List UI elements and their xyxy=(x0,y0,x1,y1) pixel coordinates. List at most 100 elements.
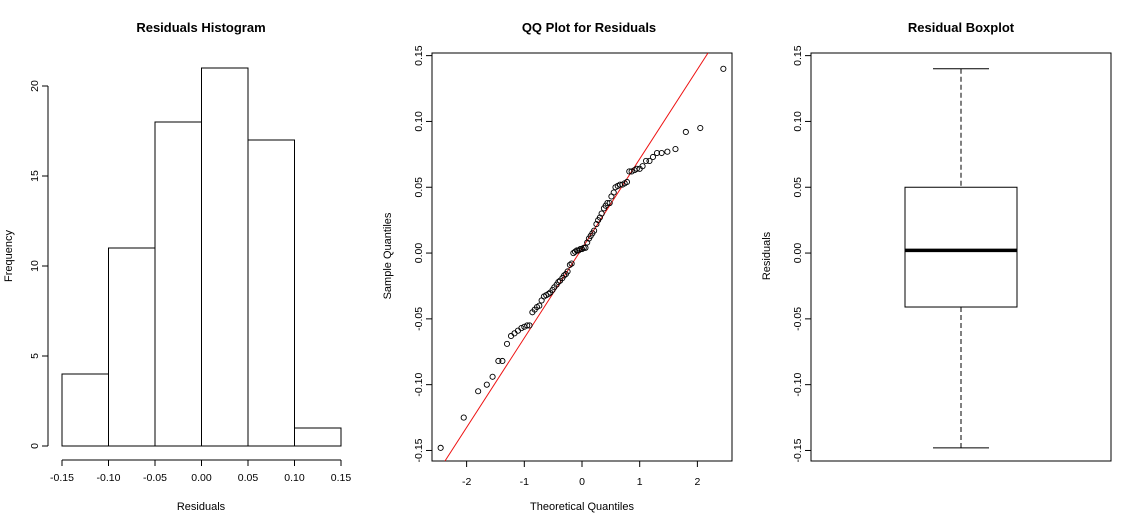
histogram-y-tick-label: 0 xyxy=(29,443,41,449)
qq-point xyxy=(572,248,579,255)
boxplot-panel: Residual Boxplot -0.15 -0.10 -0.05 0.00 0.05… xyxy=(761,20,1112,462)
qq-point xyxy=(604,199,611,207)
qq-point xyxy=(697,124,704,132)
qq-point xyxy=(507,332,515,340)
qq-point xyxy=(503,340,511,347)
qq-x-tick-label: 2 xyxy=(694,476,700,488)
boxplot-y-tick-label: 0.10 xyxy=(792,111,804,132)
boxplot-y-axis: -0.15 -0.10 -0.05 0.00 0.05 0.10 0.15 xyxy=(792,45,812,462)
qq-point xyxy=(642,157,650,164)
qq-point xyxy=(566,261,573,268)
histogram-x-axis: -0.15 -0.10 -0.05 0.00 0.05 0.10 0.15 xyxy=(50,459,352,484)
histogram-x-tick-label: 0.10 xyxy=(284,472,305,484)
qq-y-tick-label: 0.00 xyxy=(413,243,425,264)
qq-point xyxy=(526,322,533,329)
histogram-bar xyxy=(294,427,342,447)
boxplot-y-tick-label: -0.15 xyxy=(792,438,804,462)
qq-y-tick-label: 0.15 xyxy=(413,45,425,66)
qq-reference-line xyxy=(444,52,709,462)
qq-point xyxy=(720,65,727,72)
qq-y-tick-label: -0.15 xyxy=(413,438,425,462)
qq-point xyxy=(653,149,661,157)
histogram-x-tick-label: 0.15 xyxy=(331,472,352,484)
histogram-y-tick-label: 15 xyxy=(29,170,41,182)
histogram-bar xyxy=(108,247,156,447)
histogram-x-tick-label: -0.10 xyxy=(97,472,121,484)
histogram-x-tick-label: 0.05 xyxy=(238,472,259,484)
qq-y-tick-label: 0.05 xyxy=(413,177,425,198)
qq-point xyxy=(578,246,586,253)
histogram-y-tick-label: 20 xyxy=(29,80,41,92)
qq-point xyxy=(524,322,531,329)
boxplot-y-tick-label: 0.05 xyxy=(792,177,804,198)
boxplot-y-tick-label: -0.05 xyxy=(792,307,804,331)
qq-plot-title: QQ Plot for Residuals xyxy=(522,20,656,35)
qq-plot-x-label: Theoretical Quantiles xyxy=(530,501,634,513)
qq-point xyxy=(623,178,631,186)
qq-point xyxy=(575,247,582,254)
qq-point xyxy=(489,373,496,380)
qq-point xyxy=(584,239,591,246)
qq-point xyxy=(561,272,568,279)
qq-point xyxy=(564,268,571,275)
qq-plot-y-axis: -0.15 -0.10 -0.05 0.00 0.05 0.10 0.15 xyxy=(413,45,433,462)
qq-point xyxy=(499,357,506,365)
qq-x-tick-label: 1 xyxy=(637,476,643,488)
qq-x-tick-label: -1 xyxy=(520,476,529,488)
qq-points xyxy=(437,65,727,451)
histogram-bar xyxy=(154,121,202,447)
qq-point xyxy=(598,210,605,217)
qq-point xyxy=(460,414,467,421)
qq-point xyxy=(580,244,587,251)
qq-plot-y-label: Sample Quantiles xyxy=(382,212,394,299)
boxplot-y-tick-label: 0.15 xyxy=(792,45,804,66)
qq-point xyxy=(606,199,613,207)
qq-point xyxy=(555,278,562,286)
qq-point xyxy=(658,149,665,157)
qq-point xyxy=(545,290,552,297)
qq-plot-panel: QQ Plot for Residuals -2 -1 0 1 2 -0.15 -0.10… xyxy=(382,20,733,513)
histogram-y-tick-label: 10 xyxy=(29,260,41,272)
qq-y-tick-label: -0.05 xyxy=(413,307,425,331)
histogram-x-tick-label: 0.00 xyxy=(191,472,212,484)
histogram-x-tick-label: -0.15 xyxy=(50,472,74,484)
qq-point xyxy=(591,227,598,234)
boxplot-y-tick-label: 0.00 xyxy=(792,243,804,264)
qq-point xyxy=(495,357,502,365)
qq-point xyxy=(518,325,525,332)
histogram-bar xyxy=(247,139,295,447)
qq-point xyxy=(596,214,603,221)
histogram-x-label: Residuals xyxy=(177,501,226,513)
qq-reference-line-group xyxy=(444,52,709,462)
qq-point xyxy=(664,148,671,155)
histogram-y-tick-label: 5 xyxy=(29,353,41,359)
qq-point xyxy=(582,244,589,251)
qq-point xyxy=(672,146,679,153)
qq-point xyxy=(610,189,617,196)
boxplot-body xyxy=(904,68,1018,449)
qq-point xyxy=(475,388,482,395)
qq-x-tick-label: 0 xyxy=(579,476,585,488)
histogram-y-label: Frequency xyxy=(3,230,15,282)
qq-y-tick-label: -0.10 xyxy=(413,373,425,397)
qq-point xyxy=(633,165,640,172)
qq-point xyxy=(682,128,689,136)
histogram-y-axis: 0 5 10 15 20 xyxy=(29,80,49,449)
qq-point xyxy=(437,444,444,451)
qq-plot-x-axis: -2 -1 0 1 2 xyxy=(462,460,700,488)
qq-point xyxy=(483,381,490,388)
qq-plot-frame xyxy=(431,52,733,462)
qq-point xyxy=(568,260,575,267)
boxplot-box xyxy=(904,186,1018,308)
qq-x-tick-label: -2 xyxy=(462,476,471,488)
qq-point xyxy=(593,221,600,228)
qq-point xyxy=(628,168,635,175)
qq-point xyxy=(646,157,653,164)
qq-point xyxy=(649,153,657,161)
qq-point xyxy=(514,327,522,334)
histogram-bar xyxy=(201,67,249,447)
histogram-panel: Residuals Histogram -0.15 -0.10 -0.05 0.00 0… xyxy=(3,20,351,513)
qq-y-tick-label: 0.10 xyxy=(413,111,425,132)
qq-point xyxy=(511,330,518,337)
